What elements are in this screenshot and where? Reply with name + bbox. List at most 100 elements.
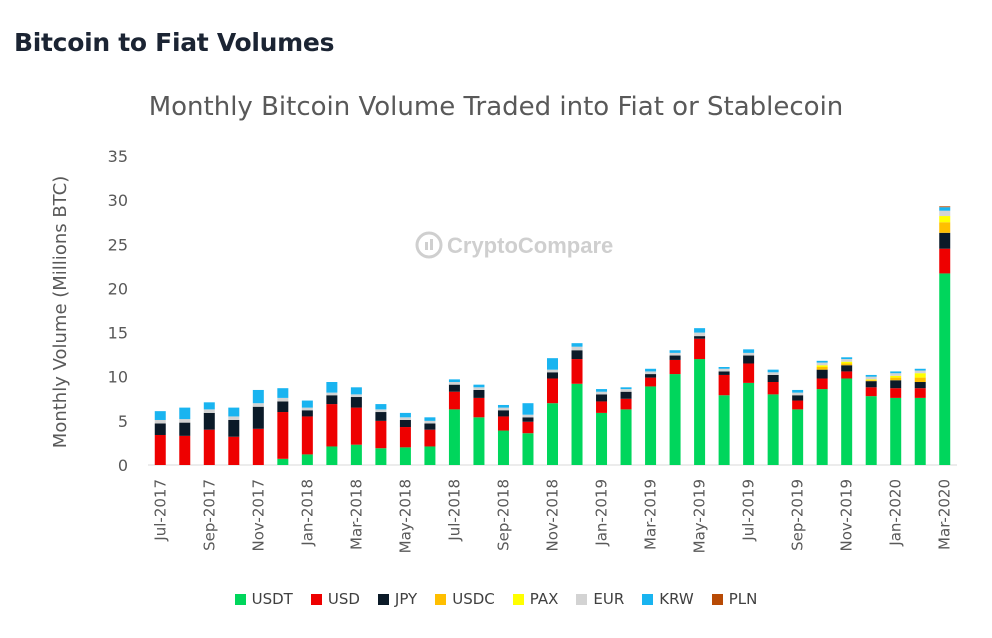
- bar-segment-usd: [767, 382, 779, 395]
- bar-segment-krw: [399, 412, 411, 418]
- chart-title: Monthly Bitcoin Volume Traded into Fiat …: [148, 92, 844, 122]
- bar-segment-eur: [718, 368, 730, 372]
- bar-segment-eur: [620, 389, 632, 392]
- bar-segment-usd: [203, 429, 215, 465]
- bar-segment-eur: [375, 409, 387, 413]
- bar-segment-eur: [547, 369, 558, 373]
- bar-segment-usdt: [350, 444, 362, 465]
- bar-segment-usdt: [571, 383, 583, 465]
- watermark-logo-icon: [425, 242, 428, 250]
- legend-item-pln: PLN: [711, 590, 758, 608]
- bar-segment-usdt: [399, 447, 411, 465]
- bar-segment-usd: [424, 429, 436, 447]
- x-tick-label: May-2019: [691, 479, 709, 553]
- bar-segment-krw: [767, 369, 779, 373]
- bar-segment-krw: [792, 389, 804, 393]
- bar-segment-usdt: [424, 446, 436, 465]
- bar-segment-krw: [228, 407, 240, 417]
- bar-segment-usd: [179, 435, 191, 465]
- bar-segment-eur: [890, 373, 902, 376]
- legend-swatch: [435, 593, 447, 605]
- bar-segment-eur: [792, 392, 804, 396]
- legend-swatch: [234, 593, 246, 605]
- bar-segment-eur: [473, 387, 485, 390]
- bar-segment-usdt: [473, 417, 485, 465]
- bar-segment-eur: [179, 419, 191, 423]
- bar-segment-usd: [914, 388, 926, 398]
- bar-segment-usdc: [890, 377, 902, 381]
- x-tick-label: Nov-2017: [249, 479, 267, 551]
- legend-item-eur: EUR: [576, 590, 624, 608]
- legend-item-usdt: USDT: [234, 590, 293, 608]
- bar-segment-krw: [497, 404, 509, 408]
- bar-segment-usd: [596, 401, 608, 413]
- bar-segment-usd: [326, 404, 338, 447]
- bar-segment-eur: [448, 382, 460, 385]
- bar-segment-jpy: [547, 372, 558, 379]
- bar-segment-jpy: [718, 371, 730, 375]
- bar-segment-eur: [326, 392, 338, 396]
- bar-segment-jpy: [497, 410, 509, 417]
- y-tick-label: 5: [118, 412, 128, 431]
- legend-item-usd: USD: [310, 590, 360, 608]
- x-tick-label: Mar-2020: [936, 479, 954, 550]
- bar-segment-usdt: [547, 403, 558, 465]
- bar-segment-pax: [914, 373, 926, 378]
- bar-segment-krw: [350, 387, 362, 395]
- bar-segment-jpy: [792, 395, 804, 401]
- bar-segment-krw: [179, 407, 191, 420]
- bar-segment-usd: [841, 371, 853, 379]
- bar-segment-jpy: [841, 365, 853, 372]
- bar-segment-eur: [424, 420, 436, 424]
- bar-segment-usdt: [841, 378, 853, 465]
- bar-segment-usd: [375, 420, 387, 449]
- bar-segment-krw: [522, 403, 534, 415]
- bar-segment-jpy: [939, 232, 951, 249]
- legend-item-jpy: JPY: [377, 590, 417, 608]
- bar-segment-eur: [914, 370, 926, 374]
- bar-segment-krw: [939, 207, 951, 211]
- bar-segment-jpy: [767, 374, 779, 383]
- legend-item-usdc: USDC: [435, 590, 495, 608]
- bar-segment-usd: [865, 387, 877, 397]
- bar-segment-krw: [865, 374, 877, 377]
- bar-segment-jpy: [154, 423, 166, 435]
- bar-segment-usd: [154, 434, 166, 465]
- x-tick-label: Nov-2018: [544, 479, 562, 551]
- bar-segment-usd: [547, 378, 558, 404]
- x-tick-label: Jan-2020: [887, 479, 905, 547]
- bar-segment-eur: [767, 372, 779, 375]
- bar-segment-jpy: [301, 410, 313, 417]
- bar-segment-usd: [620, 398, 632, 410]
- bar-segment-usdt: [767, 394, 779, 465]
- x-tick-label: Sep-2017: [200, 479, 218, 551]
- bar-segment-pln: [939, 206, 951, 208]
- bar-segment-eur: [228, 416, 240, 420]
- bar-segment-usd: [694, 338, 706, 360]
- bar-segment-pax: [816, 365, 828, 368]
- x-tick-label: Jul-2017: [151, 479, 169, 542]
- bar-segment-eur: [571, 346, 583, 351]
- y-tick-label: 30: [108, 191, 128, 210]
- legend-label: PLN: [728, 590, 758, 608]
- bar-segment-usd: [792, 400, 804, 410]
- bar-segment-eur: [350, 394, 362, 398]
- bar-segment-krw: [301, 400, 313, 408]
- bar-segment-usdc: [865, 380, 877, 382]
- bar-segment-jpy: [277, 401, 289, 413]
- watermark: CryptoCompare: [415, 231, 613, 259]
- x-tick-label: Jul-2018: [445, 479, 463, 542]
- bar-segment-krw: [473, 384, 485, 388]
- legend-label: KRW: [659, 590, 694, 608]
- bar-segment-eur: [203, 409, 215, 413]
- legend-swatch: [576, 593, 588, 605]
- bar-segment-jpy: [816, 369, 828, 379]
- bar-segment-krw: [890, 371, 902, 374]
- legend-label: USDT: [251, 590, 293, 608]
- bar-segment-usd: [890, 388, 902, 398]
- bar-segment-eur: [154, 419, 166, 424]
- bar-segment-usdt: [277, 458, 289, 465]
- bar-segment-usd: [645, 377, 657, 387]
- bar-segment-usdc: [914, 377, 926, 383]
